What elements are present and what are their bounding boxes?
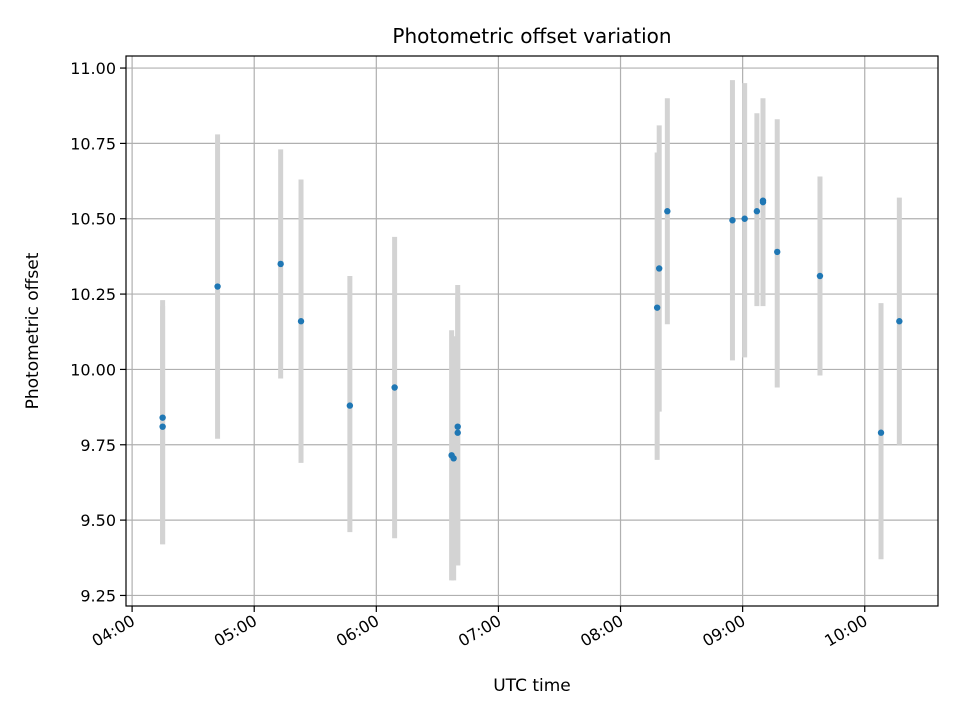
plot-frame xyxy=(125,55,939,607)
y-tick-label: 9.25 xyxy=(80,586,116,605)
data-point xyxy=(816,272,824,280)
data-point xyxy=(664,208,671,215)
data-point xyxy=(759,198,767,206)
data-point xyxy=(655,265,663,272)
data-point xyxy=(454,429,461,436)
y-axis: 9.25 9.50 9.75 10.00 10.25 10.50 10.75 11.00 xyxy=(70,59,126,605)
y-tick-label: 10.00 xyxy=(70,360,116,379)
data-point xyxy=(391,384,398,391)
data-point xyxy=(297,318,305,325)
y-tick-label: 11.00 xyxy=(70,59,116,78)
y-axis-label: Photometric offset xyxy=(23,252,43,409)
data-point xyxy=(653,304,661,311)
point-layer xyxy=(159,197,903,462)
x-axis-label: UTC time xyxy=(493,676,571,696)
data-point xyxy=(877,429,885,436)
data-point xyxy=(346,402,354,409)
y-tick-label: 9.75 xyxy=(80,436,116,455)
y-tick-label: 10.50 xyxy=(70,210,116,229)
chart-title: Photometric offset variation xyxy=(392,24,671,48)
data-point xyxy=(450,455,457,462)
data-point xyxy=(774,248,781,256)
data-point xyxy=(277,260,284,268)
data-point xyxy=(753,208,761,215)
data-point xyxy=(214,283,221,290)
data-point xyxy=(159,414,166,421)
y-tick-label: 9.50 xyxy=(80,511,116,530)
y-tick-label: 10.75 xyxy=(70,134,116,153)
data-point xyxy=(454,423,461,430)
data-point xyxy=(159,423,166,430)
y-tick-label: 10.25 xyxy=(70,285,116,304)
data-point xyxy=(741,215,748,222)
data-point xyxy=(729,217,736,224)
data-point xyxy=(896,318,903,325)
